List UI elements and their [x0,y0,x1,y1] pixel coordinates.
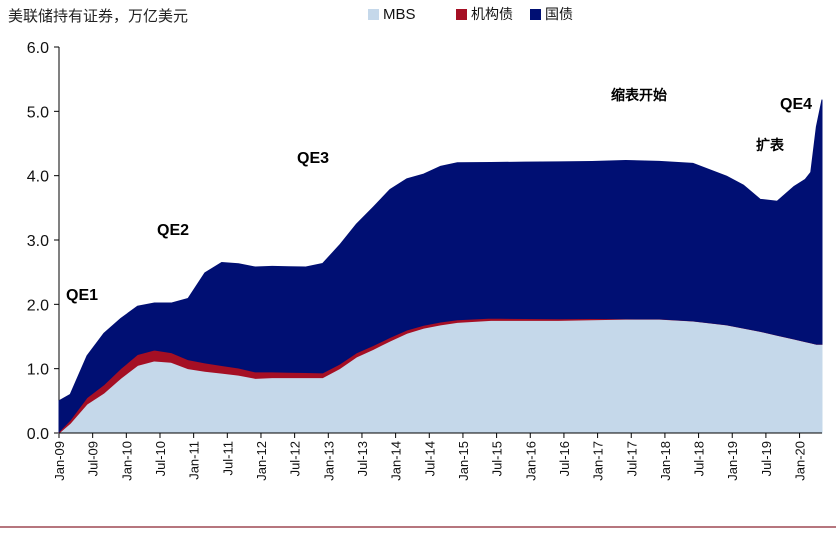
annotation-2: QE3 [297,150,329,167]
legend-swatch-1 [456,9,467,20]
area-2 [58,99,823,433]
x-tick-label: Jan-12 [254,441,269,481]
x-tick-label: Jan-16 [523,441,538,481]
y-tick-label: 4.0 [27,169,49,186]
x-tick-label: Jan-13 [321,441,336,481]
legend-swatch-2 [530,9,541,20]
x-tick-label: Jul-10 [153,441,168,476]
x-tick-label: Jul-15 [490,441,505,476]
legend-label-0: MBS [383,6,416,23]
x-tick-label: Jan-10 [119,441,134,481]
unit-label: 美联储持有证券，万亿美元 [8,7,188,25]
x-tick-label: Jan-17 [591,441,606,481]
annotation-0: QE1 [66,287,98,304]
y-tick-label: 1.0 [27,362,49,379]
x-tick-label: Jan-15 [456,441,471,481]
x-tick-label: Jul-13 [355,441,370,476]
x-tick-label: Jul-16 [557,441,572,476]
legend-swatch-0 [368,9,379,20]
annotation-4: 扩表 [756,137,785,154]
annotation-1: QE2 [157,222,189,239]
legend: MBS 机构债 国债 [368,6,573,23]
x-tick-label: Jul-11 [220,441,235,475]
y-tick-label: 2.0 [27,297,49,314]
x-tick-label: Jan-18 [658,441,673,481]
x-axis: Jan-09 Jul-09 Jan-10 Jul-10 Jan-11 Jul-11 Jan-… [52,432,822,481]
y-tick-label: 0.0 [27,426,49,443]
y-tick-label: 3.0 [27,233,49,250]
x-tick-label: Jul-19 [759,441,774,476]
y-tick-label: 5.0 [27,104,49,121]
x-tick-label: Jul-18 [692,441,707,476]
x-tick-label: Jan-20 [793,441,808,481]
legend-label-1: 机构债 [471,7,513,23]
x-tick-label: Jul-17 [624,441,639,476]
y-tick-label: 6.0 [27,40,49,57]
annotation-3: 缩表开始 [611,87,667,104]
x-tick-label: Jan-14 [389,441,404,481]
x-tick-label: Jan-19 [725,441,740,481]
annotation-5: QE4 [780,96,812,113]
y-axis: 0.0 1.0 2.0 3.0 4.0 5.0 6.0 [27,40,60,443]
x-tick-label: Jul-09 [86,441,101,476]
x-tick-label: Jul-12 [288,441,303,476]
x-tick-label: Jan-11 [187,441,202,480]
legend-label-2: 国债 [545,7,573,23]
x-tick-label: Jan-09 [52,441,67,481]
x-tick-label: Jul-14 [422,441,437,476]
plot-area [57,99,823,435]
